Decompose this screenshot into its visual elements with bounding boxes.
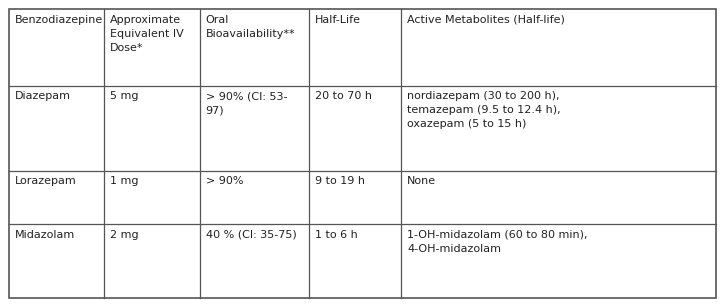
- Text: Approximate
Equivalent IV
Dose*: Approximate Equivalent IV Dose*: [110, 15, 183, 53]
- Text: 2 mg: 2 mg: [110, 230, 138, 240]
- Text: Active Metabolites (Half-life): Active Metabolites (Half-life): [407, 15, 565, 25]
- Text: Diazepam: Diazepam: [14, 91, 70, 101]
- Text: 5 mg: 5 mg: [110, 91, 138, 101]
- Text: None: None: [407, 176, 436, 186]
- Text: Lorazepam: Lorazepam: [14, 176, 76, 186]
- Text: 20 to 70 h: 20 to 70 h: [315, 91, 372, 101]
- Text: 9 to 19 h: 9 to 19 h: [315, 176, 365, 186]
- Text: > 90%: > 90%: [206, 176, 243, 186]
- Text: Oral
Bioavailability**: Oral Bioavailability**: [206, 15, 295, 39]
- Text: 1 mg: 1 mg: [110, 176, 138, 186]
- Text: Half-Life: Half-Life: [315, 15, 361, 25]
- Text: > 90% (CI: 53-
97): > 90% (CI: 53- 97): [206, 91, 287, 115]
- Text: Benzodiazepine: Benzodiazepine: [14, 15, 103, 25]
- Text: Midazolam: Midazolam: [14, 230, 75, 240]
- Text: nordiazepam (30 to 200 h),
temazepam (9.5 to 12.4 h),
oxazepam (5 to 15 h): nordiazepam (30 to 200 h), temazepam (9.…: [407, 91, 561, 129]
- Text: 40 % (CI: 35-75): 40 % (CI: 35-75): [206, 230, 297, 240]
- Text: 1 to 6 h: 1 to 6 h: [315, 230, 358, 240]
- Text: 1-OH-midazolam (60 to 80 min),
4-OH-midazolam: 1-OH-midazolam (60 to 80 min), 4-OH-mida…: [407, 230, 588, 254]
